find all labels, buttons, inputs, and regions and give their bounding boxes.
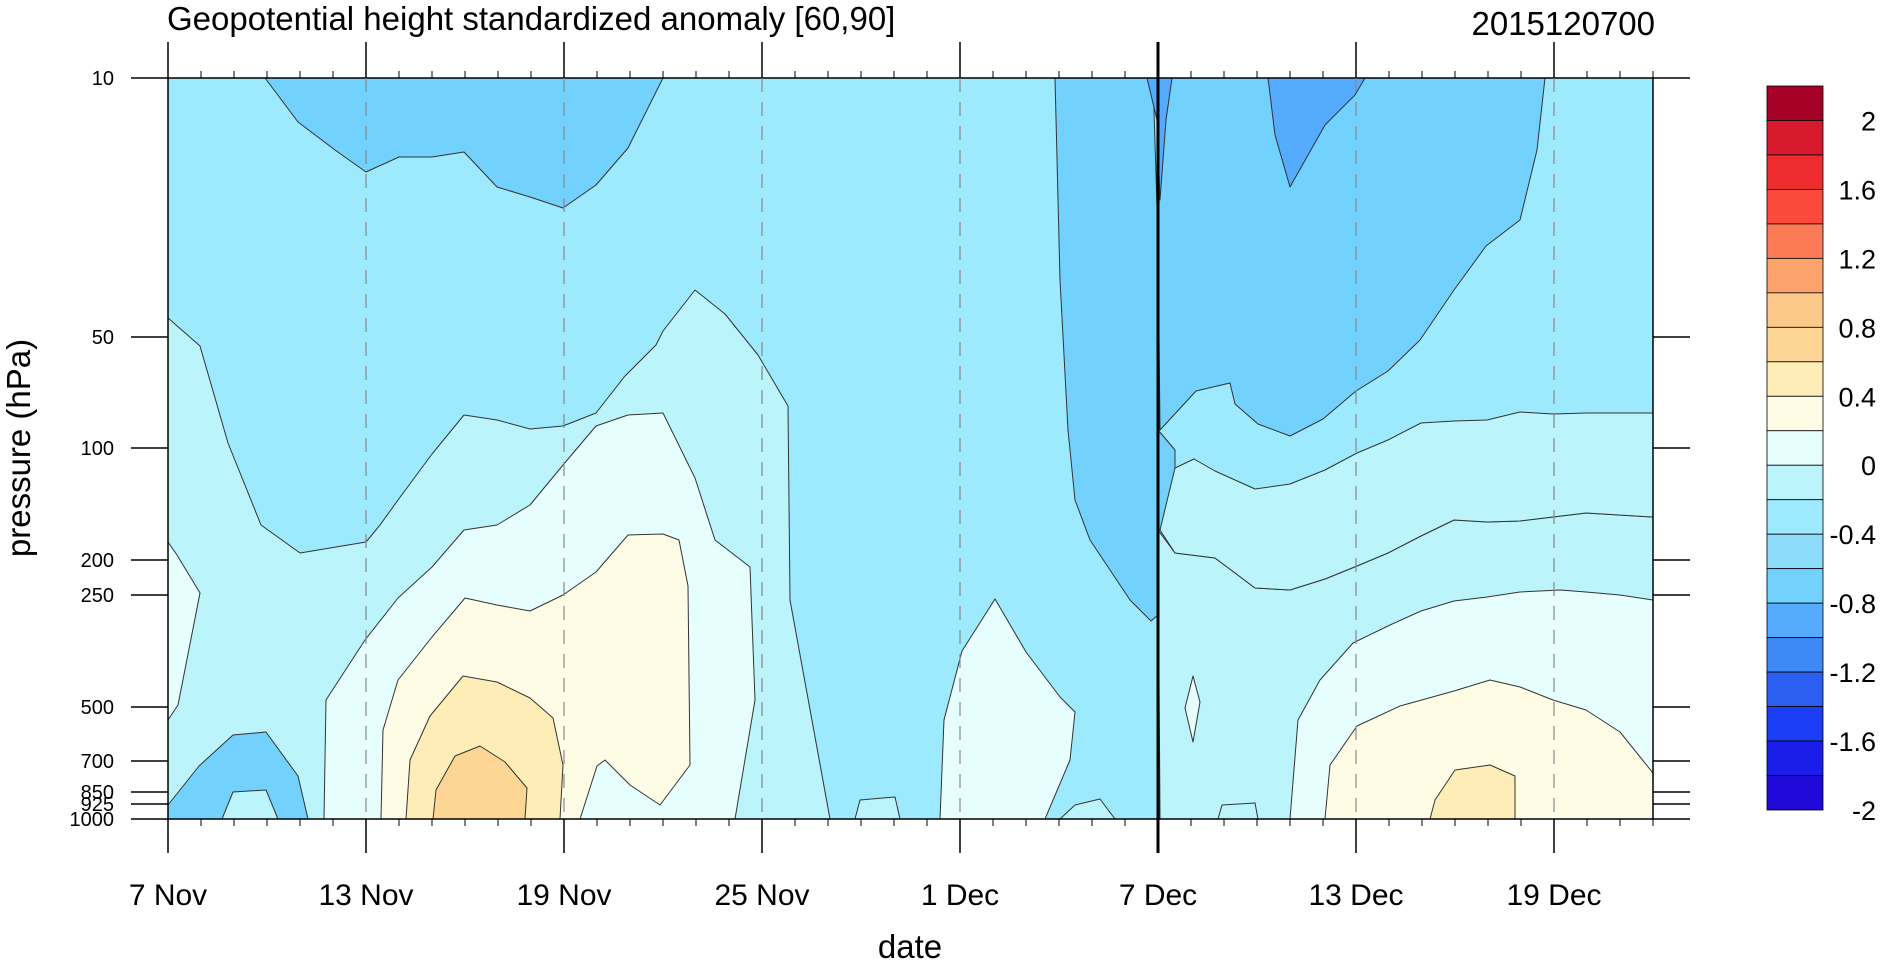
- x-tick-label: 13 Nov: [318, 879, 413, 912]
- y-axis-label: pressure (hPa): [0, 339, 37, 557]
- colorbar: 2 1.6 1.2 0.8 0.4 0 -0.4 -0.8 -1.2 -1.6 -2: [1766, 85, 1876, 826]
- y-tick-label: 10: [92, 68, 114, 90]
- region-surface-pocket-d: [1217, 802, 1259, 819]
- y-tick-label: 850: [81, 782, 114, 804]
- colorbar-swatch: [1766, 189, 1824, 225]
- colorbar-swatch: [1766, 499, 1824, 535]
- y-tick-label: 200: [81, 550, 114, 572]
- y-tick-label: 500: [81, 697, 114, 719]
- colorbar-label: -0.4: [1829, 520, 1876, 550]
- x-gridlines: [365, 78, 1555, 819]
- x-tick-label: 7 Nov: [129, 879, 207, 912]
- colorbar-label: 1.2: [1838, 244, 1876, 274]
- region-lower-dec-upper-band: [1159, 411, 1653, 591]
- colorbar-swatch: [1766, 740, 1824, 776]
- colorbar-swatch: [1766, 464, 1824, 501]
- colorbar-swatch: [1766, 292, 1824, 328]
- region-surface-pocket-b: [221, 789, 279, 819]
- colorbar-label: 0.4: [1838, 382, 1876, 412]
- colorbar-label: -2: [1852, 796, 1876, 826]
- region-lower-dec-positive: [1324, 679, 1653, 819]
- y-tick-label: 925: [81, 794, 114, 816]
- x-tick-label: 25 Nov: [714, 879, 809, 912]
- colorbar-swatch: [1766, 706, 1824, 742]
- y-tick-label: 1000: [70, 809, 115, 831]
- y-tick-label: 700: [81, 751, 114, 773]
- colorbar-swatch: [1766, 257, 1824, 294]
- chart-title: Geopotential height standardized anomaly…: [167, 0, 895, 37]
- region-dec-lens: [1184, 675, 1201, 743]
- region-upper-negative-12-dec: [1157, 78, 1546, 437]
- colorbar-swatch: [1766, 395, 1824, 432]
- colorbar-label: 0: [1861, 451, 1876, 481]
- colorbar-swatch: [1766, 637, 1824, 673]
- colorbar-swatch: [1766, 671, 1824, 707]
- region-lower-mid-nov-inner: [168, 541, 201, 721]
- y-tick-label: 100: [81, 438, 114, 460]
- x-axis-label: date: [878, 928, 942, 963]
- colorbar-swatch: [1766, 602, 1824, 639]
- region-lower-mid-nov-0.6: [432, 745, 528, 819]
- colorbar-label: 2: [1861, 106, 1876, 136]
- x-tick-label: 19 Dec: [1506, 879, 1601, 912]
- region-upper-core-12-dec: [1267, 78, 1366, 188]
- colorbar-swatch: [1766, 154, 1824, 190]
- region-dec-early-inner: [939, 598, 1076, 819]
- contour-field: [168, 78, 1653, 819]
- x-tick-label: 7 Dec: [1119, 879, 1197, 912]
- region-surface-pocket-a: [168, 731, 309, 819]
- x-tick-label: 13 Dec: [1308, 879, 1403, 912]
- colorbar-swatch: [1766, 223, 1824, 259]
- colorbar-swatch: [1766, 326, 1824, 363]
- x-tick-label: 1 Dec: [921, 879, 999, 912]
- run-label: 2015120700: [1471, 5, 1655, 42]
- colorbar-label: -1.2: [1829, 658, 1876, 688]
- x-tick-label: 19 Nov: [516, 879, 611, 912]
- colorbar-swatch: [1766, 533, 1824, 570]
- region-lower-dec-0.4: [1429, 764, 1516, 819]
- x-axis: 7 Nov 13 Nov 19 Nov 25 Nov 1 Dec 7 Dec 13 Dec 1…: [129, 42, 1602, 912]
- colorbar-swatch: [1766, 430, 1824, 466]
- region-surface-pocket-e: [854, 796, 901, 819]
- y-tick-label: 50: [92, 327, 114, 349]
- colorbar-label: -1.6: [1829, 727, 1876, 757]
- colorbar-label: -0.8: [1829, 589, 1876, 619]
- colorbar-swatch: [1766, 361, 1824, 397]
- colorbar-swatch: [1766, 85, 1824, 121]
- colorbar-swatch: [1766, 120, 1824, 156]
- y-tick-label: 250: [81, 585, 114, 607]
- colorbar-swatch: [1766, 568, 1824, 604]
- region-surface-pocket-c: [1059, 798, 1116, 819]
- colorbar-swatch: [1766, 775, 1824, 811]
- colorbar-label: 0.8: [1838, 313, 1876, 343]
- colorbar-label: 1.6: [1838, 175, 1876, 205]
